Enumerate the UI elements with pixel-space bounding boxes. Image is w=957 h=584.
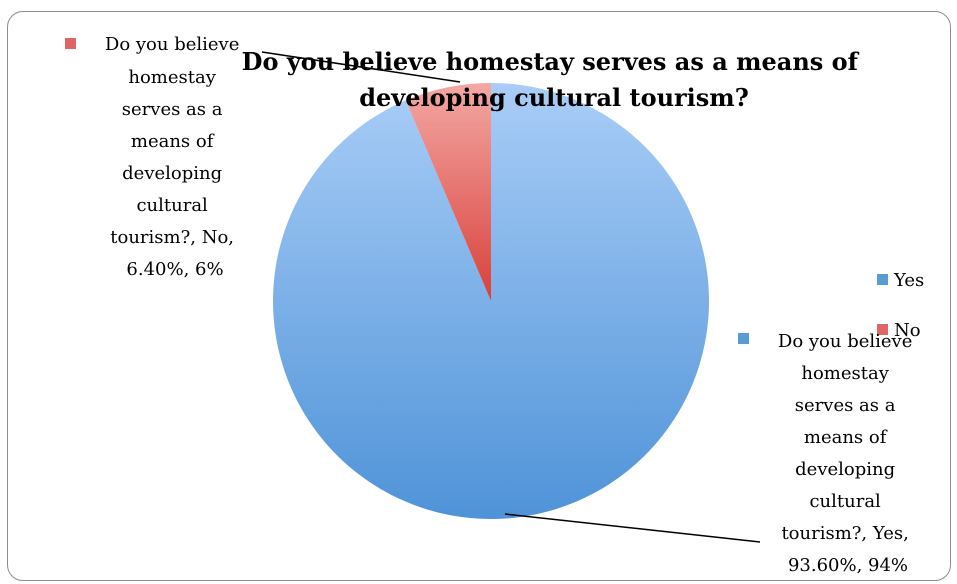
data-label-no-line: tourism?, No, xyxy=(110,227,234,248)
data-label-no-line: serves as a xyxy=(122,99,223,120)
legend-entry-yes: Yes xyxy=(893,270,924,291)
data-label-no-line: 6.40%, 6% xyxy=(126,259,223,280)
chart-title-line-1: Do you believe homestay serves as a mean… xyxy=(242,47,860,76)
data-label-no: Do you believe homestay serves as a mean… xyxy=(105,34,245,280)
data-label-no-line: Do you believe xyxy=(105,34,239,55)
data-label-yes-line: Do you believe xyxy=(778,331,912,352)
data-label-yes: Do you believe homestay serves as a mean… xyxy=(778,331,918,576)
legend-swatch-no xyxy=(877,324,888,335)
label-marker-no xyxy=(65,38,76,49)
data-label-no-line: means of xyxy=(131,131,215,152)
data-label-yes-line: tourism?, Yes, xyxy=(781,523,908,544)
data-label-no-line: developing xyxy=(122,163,222,184)
data-label-yes-line: homestay xyxy=(801,363,889,384)
data-label-yes-line: serves as a xyxy=(795,395,896,416)
chart-title-line-2: developing cultural tourism? xyxy=(359,83,749,112)
legend-entry-no: No xyxy=(894,320,921,341)
leader-line-no xyxy=(261,51,461,83)
pie-slices xyxy=(273,83,710,519)
label-marker-yes xyxy=(738,333,749,344)
data-label-yes-line: 93.60%, 94% xyxy=(788,555,908,576)
leader-line-yes xyxy=(504,513,761,543)
pie-slice-no xyxy=(405,83,491,301)
legend-swatch-yes xyxy=(877,274,888,285)
chart-title: Do you believe homestay serves as a mean… xyxy=(242,47,867,112)
data-label-yes-line: means of xyxy=(804,427,888,448)
pie-slice-yes xyxy=(273,83,710,519)
data-label-no-line: homestay xyxy=(128,67,216,88)
legend: Yes No xyxy=(877,270,924,341)
data-label-yes-line: cultural xyxy=(809,491,881,512)
data-label-yes-line: developing xyxy=(795,459,895,480)
data-label-no-line: cultural xyxy=(136,195,208,216)
